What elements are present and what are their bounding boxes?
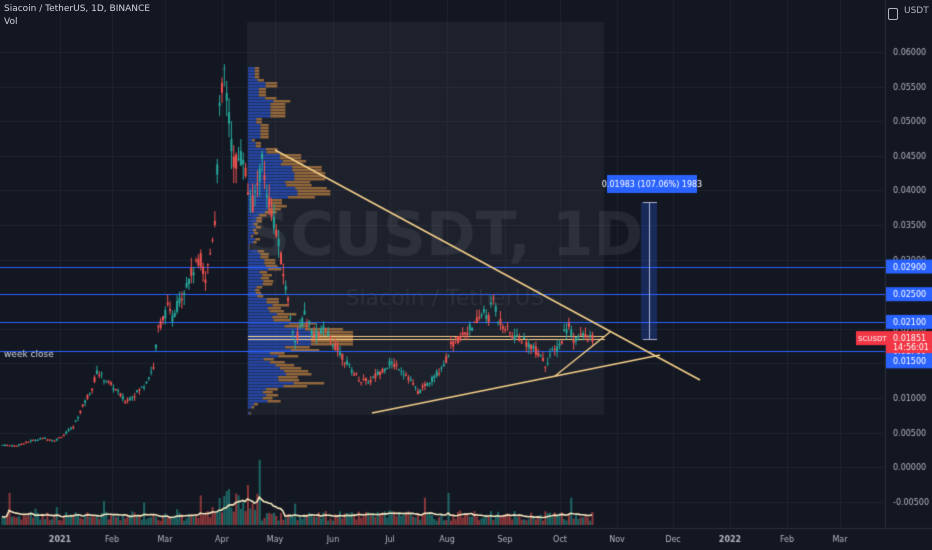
clock-icon[interactable] [888,8,898,20]
currency-label: USDT [904,6,929,16]
volume-label: Vol [4,17,18,27]
symbol-title: Siacoin / TetherUS, 1D, BINANCE [4,4,150,14]
